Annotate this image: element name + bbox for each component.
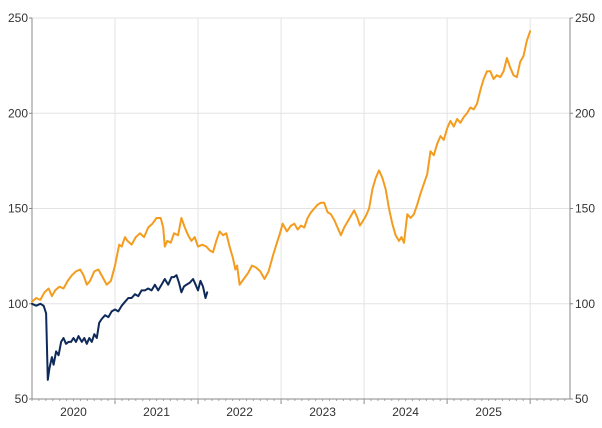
y-tick-label-left: 200 [8,106,28,120]
y-tick-label-right: 150 [575,202,595,216]
tick-labels: 50 50 100 100 150 150 200 200 250 250 2020 2021 2022… [8,11,595,419]
x-tick-label: 2022 [226,405,253,419]
y-tick-label-right: 250 [575,11,595,25]
x-tick-label: 2025 [475,405,502,419]
y-tick-label-left: 100 [8,297,28,311]
series-line-2 [31,274,209,381]
y-tick-label-left: 250 [8,11,28,25]
x-tick-label: 2020 [60,405,87,419]
x-tick-label: 2021 [143,405,170,419]
series-lines [31,30,532,381]
series-line-1 [31,30,532,303]
y-tick-label-right: 100 [575,297,595,311]
y-tick-label-left: 150 [8,202,28,216]
y-tick-label-right: 200 [575,106,595,120]
axes [29,17,573,404]
y-tick-label-right: 50 [575,392,589,406]
gridlines [32,17,570,400]
x-tick-label: 2023 [309,405,336,419]
y-tick-label-left: 50 [15,392,29,406]
x-tick-label: 2024 [392,405,419,419]
